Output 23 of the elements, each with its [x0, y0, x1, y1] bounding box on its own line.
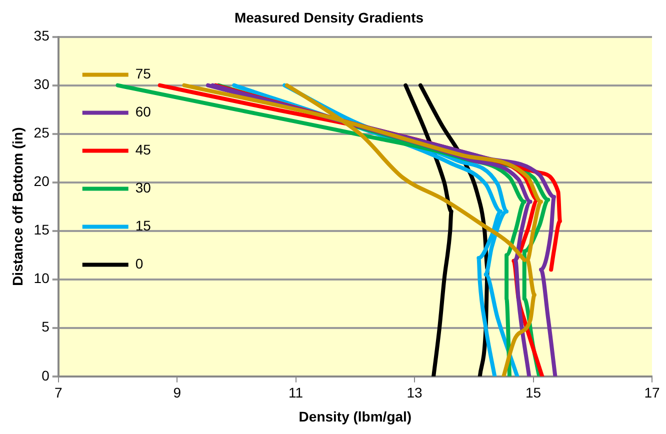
x-tick-label: 15 — [525, 384, 542, 401]
x-tick-label: 9 — [173, 384, 182, 401]
x-tick-label: 7 — [54, 384, 62, 401]
legend-label: 75 — [135, 66, 152, 82]
x-tick-label: 13 — [406, 384, 423, 401]
y-axis-title: Distance off Bottom (in) — [9, 127, 26, 286]
x-tick-label: 11 — [288, 384, 304, 401]
y-tick-label: 30 — [34, 76, 50, 92]
y-tick-label: 35 — [34, 28, 50, 44]
legend-label: 0 — [135, 256, 144, 272]
y-tick-label: 0 — [42, 367, 50, 384]
x-tick-label: 17 — [644, 384, 660, 401]
chart-title: Measured Density Gradients — [234, 9, 424, 26]
y-tick-label: 5 — [42, 318, 50, 335]
legend-label: 45 — [135, 142, 152, 158]
y-tick-label: 20 — [34, 173, 50, 190]
legend-label: 30 — [135, 180, 152, 196]
y-tick-label: 10 — [34, 270, 50, 286]
x-axis-title: Density (lbm/gal) — [298, 408, 412, 424]
y-tick-label: 15 — [34, 222, 50, 238]
legend-label: 15 — [135, 218, 152, 234]
legend-label: 60 — [135, 104, 152, 120]
y-tick-label: 25 — [34, 124, 50, 141]
